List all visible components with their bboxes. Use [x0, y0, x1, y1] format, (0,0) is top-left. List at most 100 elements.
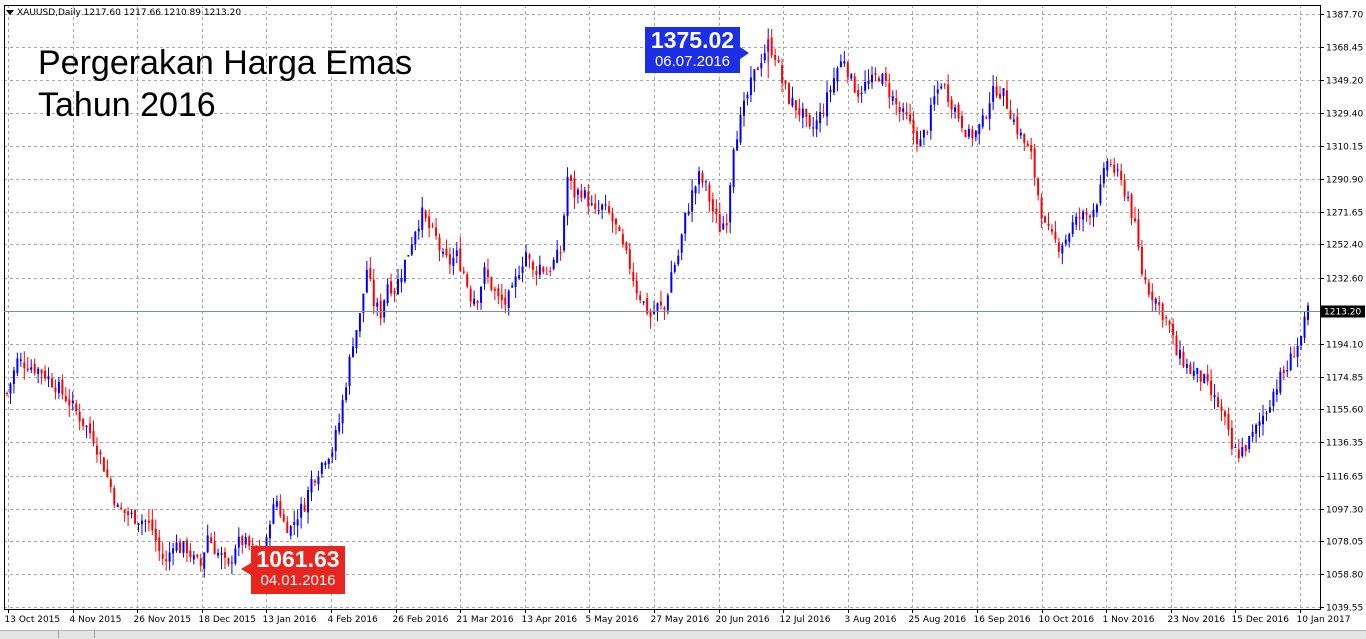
- candle-body: [127, 511, 130, 516]
- candle-body: [37, 368, 40, 374]
- candle-body: [801, 108, 804, 118]
- chart-tab-2[interactable]: [58, 631, 95, 638]
- candle-body: [1182, 351, 1185, 367]
- candle-body: [144, 520, 147, 522]
- chart-tab-1[interactable]: [0, 631, 59, 638]
- candle-body: [293, 522, 296, 525]
- candle-body: [75, 403, 78, 412]
- candle-body: [576, 189, 579, 195]
- candle-body: [628, 249, 631, 269]
- candle-body: [345, 387, 348, 401]
- candle-body: [286, 521, 289, 533]
- candle-body: [476, 300, 479, 303]
- candle-body: [1019, 132, 1022, 136]
- candle-body: [1286, 369, 1289, 372]
- chart-tab-bar: [0, 630, 1366, 639]
- candle-body: [805, 108, 808, 117]
- candle-body: [832, 78, 835, 93]
- candle-body: [151, 519, 154, 531]
- candle-body: [1040, 198, 1043, 219]
- candle-body: [161, 553, 164, 559]
- candle-body: [680, 234, 683, 253]
- x-tick-label: 10 Jan 2017: [1297, 615, 1351, 625]
- candle-body: [1089, 215, 1092, 218]
- candle-body: [819, 112, 822, 124]
- candle-body: [839, 61, 842, 67]
- candle-body: [739, 114, 742, 143]
- candle-body: [282, 514, 285, 522]
- candle-body: [718, 214, 721, 233]
- candle-body: [414, 231, 417, 245]
- candle-body: [943, 84, 946, 86]
- candle-body: [864, 81, 867, 91]
- candle-body: [843, 61, 846, 64]
- candle-body: [185, 540, 188, 554]
- candle-body: [1075, 216, 1078, 225]
- candle-body: [1123, 180, 1126, 197]
- y-tick-label: 1174.85: [1326, 374, 1363, 384]
- candle-body: [428, 216, 431, 229]
- candle-body: [54, 387, 57, 392]
- candle-body: [985, 117, 988, 119]
- candle-body: [583, 190, 586, 198]
- candle-body: [950, 99, 953, 110]
- candle-body: [808, 115, 811, 127]
- y-tick-label: 1387.70: [1326, 11, 1363, 21]
- candle-body: [857, 90, 860, 97]
- candle-body: [566, 176, 569, 217]
- candle-body: [919, 139, 922, 147]
- candle-body: [1154, 298, 1157, 304]
- candle-body: [1289, 353, 1292, 371]
- candle-body: [1255, 424, 1258, 434]
- candle-body: [822, 112, 825, 115]
- candle-body: [902, 108, 905, 112]
- candle-body: [590, 203, 593, 205]
- y-tick-label: 1058.80: [1326, 571, 1363, 581]
- low-price-callout: 1061.63 04.01.2016: [251, 546, 345, 594]
- candle-body: [632, 271, 635, 281]
- candle-body: [933, 96, 936, 105]
- y-tick-label: 1155.60: [1326, 406, 1363, 416]
- x-tick-label: 16 Sep 2016: [974, 615, 1031, 625]
- candle-body: [829, 89, 832, 93]
- candle-body: [1120, 170, 1123, 180]
- candle-body: [597, 210, 600, 212]
- candle-body: [300, 503, 303, 518]
- candle-body: [379, 300, 382, 319]
- candle-body: [68, 399, 71, 406]
- candle-body: [653, 311, 656, 314]
- x-tick-label: 20 Jun 2016: [716, 615, 770, 625]
- candle-body: [272, 504, 275, 524]
- candle-body: [891, 96, 894, 101]
- candle-body: [130, 512, 133, 515]
- high-price-date: 06.07.2016: [654, 53, 731, 70]
- candle-body: [1220, 406, 1223, 411]
- current-price-label: 1213.20: [1324, 308, 1361, 318]
- candle-body: [486, 269, 489, 278]
- candle-body: [12, 370, 15, 385]
- x-tick-label: 4 Feb 2016: [328, 615, 379, 625]
- candle-body: [604, 204, 607, 206]
- candle-body: [1012, 119, 1015, 122]
- dropdown-triangle-icon[interactable]: [6, 10, 14, 15]
- candle-body: [525, 252, 528, 267]
- candle-body: [1178, 349, 1181, 359]
- candle-body: [1185, 363, 1188, 368]
- candle-body: [736, 139, 739, 151]
- candle-body: [1133, 218, 1136, 222]
- x-tick-label: 1 Nov 2016: [1103, 615, 1155, 625]
- candle-body: [1217, 397, 1220, 407]
- candle-body: [601, 204, 604, 210]
- candle-body: [922, 129, 925, 138]
- candle-body: [1210, 380, 1213, 396]
- candle-body: [106, 469, 109, 477]
- candle-body: [1147, 282, 1150, 295]
- candle-body: [947, 84, 950, 102]
- candle-body: [158, 537, 161, 552]
- low-price-date: 04.01.2016: [260, 572, 336, 589]
- candle-body: [988, 103, 991, 119]
- candle-body: [435, 227, 438, 236]
- candle-body: [483, 267, 486, 284]
- x-tick-label: 5 May 2016: [586, 615, 639, 625]
